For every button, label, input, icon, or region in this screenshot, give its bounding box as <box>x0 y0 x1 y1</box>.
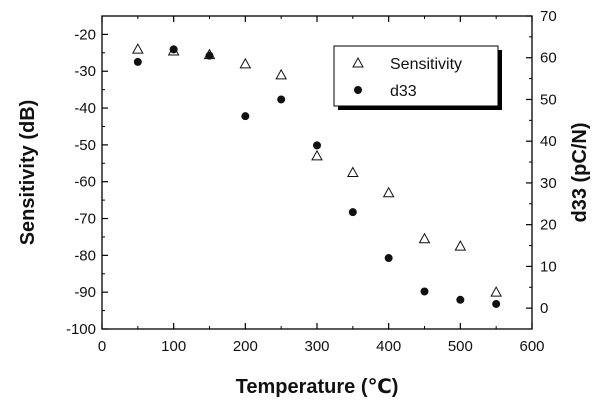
sensitivity-point <box>490 286 503 297</box>
right-y-tick-label: 70 <box>540 8 557 25</box>
legend-d33-marker <box>354 86 362 94</box>
sensitivity-point <box>239 57 252 69</box>
d33-point <box>492 299 501 308</box>
legend-sensitivity-marker <box>352 56 364 68</box>
x-tick-label: 100 <box>161 338 186 355</box>
left-y-tick-label: -30 <box>74 63 96 80</box>
x-tick-label: 500 <box>448 338 473 355</box>
d33-point <box>456 295 465 304</box>
d33-point <box>420 287 429 296</box>
right-y-tick-label: 0 <box>540 300 548 317</box>
left-y-axis-title: Sensitivity (dB) <box>17 100 39 246</box>
x-axis-title: Temperature (℃) <box>236 376 399 398</box>
sensitivity-point <box>275 68 288 80</box>
left-y-tick-label: -70 <box>74 211 96 228</box>
sensitivity-point <box>382 186 395 198</box>
x-tick-label: 300 <box>304 338 329 355</box>
right-y-axis-title: d33 (pC/N) <box>569 123 591 223</box>
legend-box <box>333 45 499 107</box>
sensitivity-point <box>454 240 467 251</box>
d33-point <box>348 208 357 217</box>
x-tick-label: 200 <box>233 338 258 355</box>
x-tick-label: 400 <box>376 338 401 355</box>
d33-point <box>241 112 250 121</box>
sensitivity-point <box>346 166 359 177</box>
left-y-tick-label: -20 <box>74 26 96 43</box>
left-y-tick-label: -40 <box>74 100 96 117</box>
sensitivity-point <box>418 232 431 244</box>
left-y-tick-label: -80 <box>74 247 96 264</box>
legend-label: d33 <box>390 83 417 100</box>
d33-point <box>169 45 178 54</box>
right-y-tick-label: 10 <box>540 258 557 275</box>
left-y-tick-label: -100 <box>66 321 96 338</box>
left-y-tick-label: -90 <box>74 284 96 301</box>
x-tick-label: 0 <box>98 338 106 355</box>
right-y-tick-label: 20 <box>540 217 557 234</box>
d33-point <box>133 57 142 66</box>
right-y-tick-label: 50 <box>540 91 557 108</box>
right-y-tick-label: 30 <box>540 175 557 192</box>
d33-point <box>277 95 286 104</box>
sensitivity-point <box>311 149 323 161</box>
right-y-tick-label: 60 <box>540 50 557 67</box>
x-tick-label: 600 <box>519 338 544 355</box>
left-y-tick-label: -60 <box>74 174 96 191</box>
right-y-tick-label: 40 <box>540 133 557 150</box>
d33-point <box>313 141 321 150</box>
d33-point <box>384 254 393 263</box>
d33-point <box>205 51 214 60</box>
legend-label: Sensitivity <box>390 56 462 73</box>
sensitivity-point <box>131 43 144 54</box>
left-y-tick-label: -50 <box>74 137 96 154</box>
